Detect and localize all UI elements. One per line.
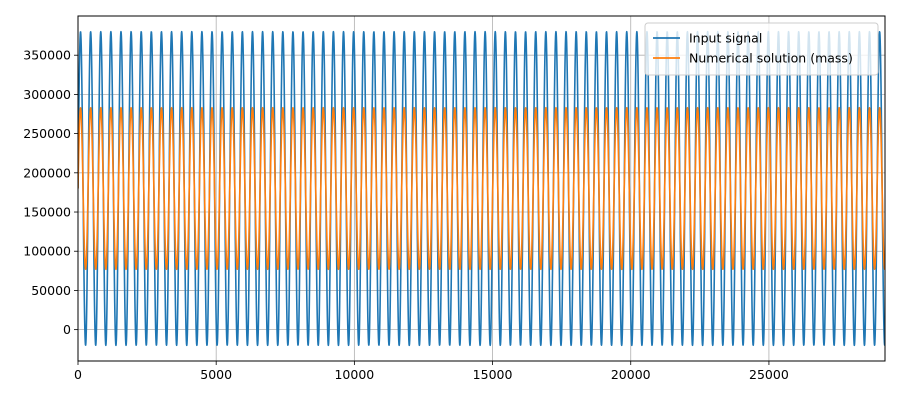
x-tick-label: 5000 <box>200 367 232 382</box>
x-tick-label: 20000 <box>611 367 651 382</box>
legend-box <box>644 22 879 76</box>
plot-frame <box>77 15 886 362</box>
legend: Input signal Numerical solution (mass) <box>644 22 879 76</box>
x-tick-label: 15000 <box>473 367 513 382</box>
y-tick-label: 200000 <box>23 165 71 180</box>
y-tick-label: 150000 <box>23 205 71 220</box>
series-line-numerical-solution <box>78 106 885 271</box>
x-tick-label: 10000 <box>334 367 374 382</box>
x-tick-label: 25000 <box>749 367 789 382</box>
y-tick-label: 100000 <box>23 244 71 259</box>
y-tick-label: 50000 <box>31 283 71 298</box>
legend-label: Input signal <box>689 31 762 46</box>
x-axis: 0 5000 10000 15000 20000 25000 <box>74 361 789 382</box>
y-tick-label: 250000 <box>23 126 71 141</box>
legend-label: Numerical solution (mass) <box>689 51 853 66</box>
series-lines <box>78 30 885 347</box>
y-axis: 0 50000 100000 150000 200000 250000 300000 3500… <box>23 48 78 337</box>
plot-area <box>78 30 885 347</box>
y-tick-label: 0 <box>63 322 71 337</box>
y-tick-label: 300000 <box>23 87 71 102</box>
y-tick-label: 350000 <box>23 48 71 63</box>
x-tick-label: 0 <box>74 367 82 382</box>
